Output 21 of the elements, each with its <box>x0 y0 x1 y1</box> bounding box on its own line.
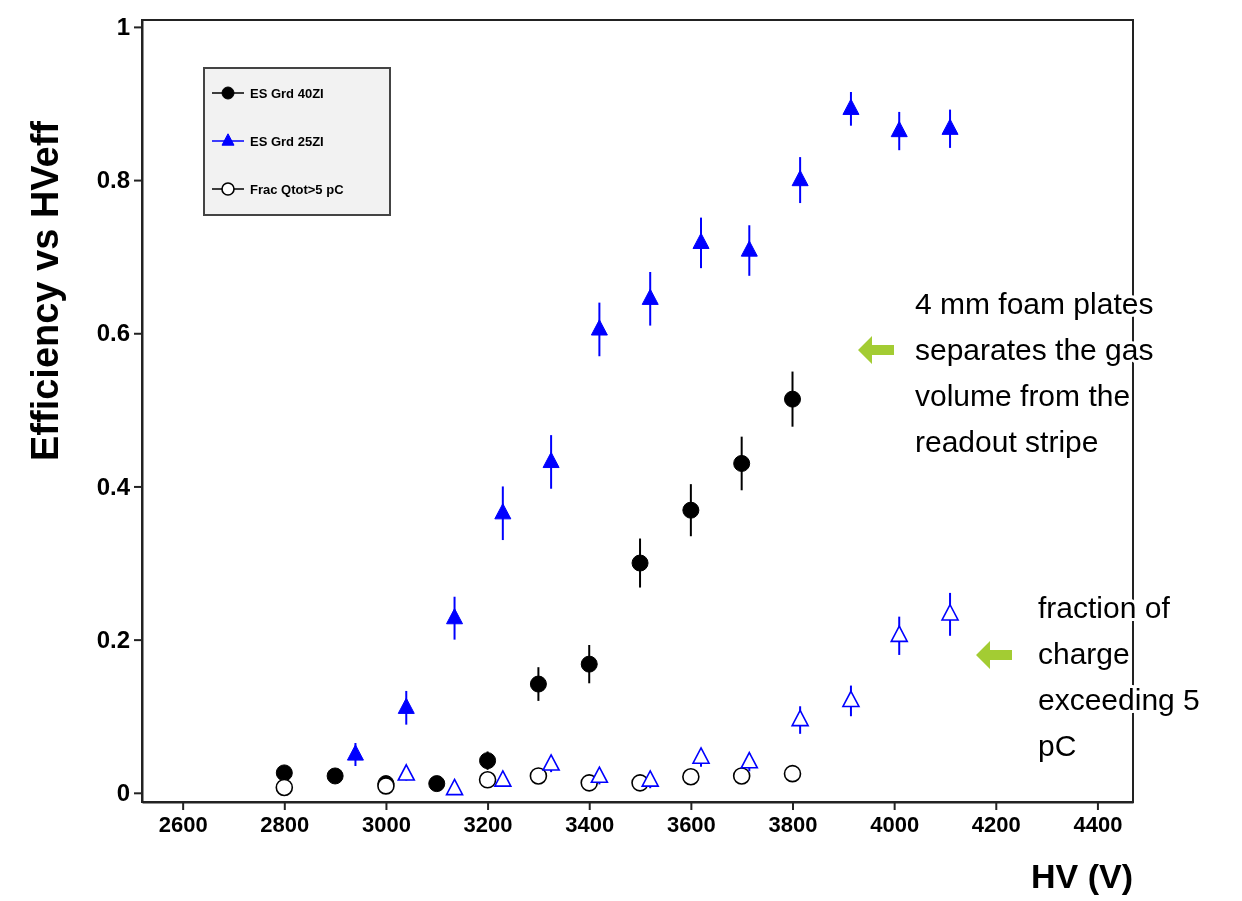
x-axis-title: HV (V) <box>1031 857 1133 895</box>
legend-label: Frac Qtot>5 pC <box>250 182 345 197</box>
x-tick-label: 3000 <box>361 811 411 837</box>
y-tick-label: 0.6 <box>96 319 130 347</box>
x-tick-label: 3600 <box>666 811 716 837</box>
x-tick-label: 2600 <box>158 811 208 837</box>
y-tick-label: 0.2 <box>96 625 130 653</box>
x-tick-label: 2800 <box>260 811 310 837</box>
legend-label: ES Grd 40ZI <box>250 86 324 101</box>
y-tick-label: 0.4 <box>96 472 131 500</box>
x-tick-label: 4400 <box>1073 811 1123 837</box>
x-tick-label: 4000 <box>870 811 920 837</box>
x-tick-label: 3200 <box>463 811 513 837</box>
y-tick-label: 0.8 <box>96 166 130 194</box>
y-tick-label: 1 <box>116 13 130 41</box>
x-tick-label: 3400 <box>565 811 615 837</box>
x-tick-label: 3800 <box>768 811 818 837</box>
y-tick-label: 0 <box>116 778 130 806</box>
y-axis-title: Efficiency vs HVeff <box>24 120 66 462</box>
legend-label: ES Grd 25ZI <box>250 134 324 149</box>
x-tick-label: 4200 <box>971 811 1021 837</box>
